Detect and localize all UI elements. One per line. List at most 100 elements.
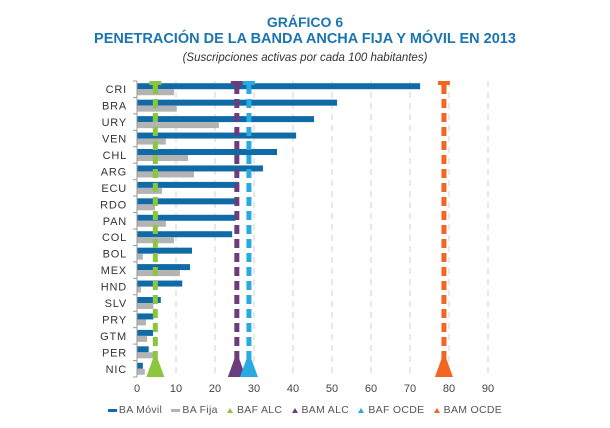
bar-ba-movil — [137, 231, 233, 238]
triangle-icon — [358, 407, 365, 413]
y-category-label: VEN — [102, 134, 127, 146]
legend-item-baf-ocde: BAF OCDE — [358, 404, 424, 416]
bar-ba-fija — [137, 368, 145, 375]
bar-ba-movil — [137, 198, 237, 205]
y-category-label: PRY — [102, 314, 127, 326]
y-category-label: ECU — [101, 183, 127, 195]
reference-triangle-marker — [146, 359, 165, 377]
x-axis-labels: 0 10 20 30 40 50 60 70 80 90 — [134, 383, 494, 395]
x-tick-label: 60 — [365, 383, 377, 395]
legend-item-ba-fija: BA Fija — [171, 404, 217, 416]
bar-ba-movil — [137, 83, 421, 90]
reference-cap-stem — [246, 81, 252, 90]
reference-line-baf-ocde — [239, 81, 258, 377]
legend-label: BAF OCDE — [368, 404, 425, 416]
bar-ba-movil — [137, 264, 191, 271]
x-tick-label: 10 — [170, 383, 182, 395]
legend-item-baf-alc: BAF ALC — [226, 404, 283, 416]
x-tick-label: 80 — [443, 383, 455, 395]
bars — [137, 83, 421, 375]
y-category-label: GTM — [100, 331, 127, 343]
y-category-label: RDO — [100, 199, 127, 211]
reference-cap-stem — [234, 81, 240, 90]
bar-ba-fija — [137, 138, 166, 145]
x-tick-label: 90 — [482, 383, 494, 395]
y-category-label: ARG — [101, 166, 127, 178]
bar-ba-fija — [137, 286, 141, 293]
legend-item-bam-ocde: BAM OCDE — [433, 404, 503, 416]
chart-note: (Suscripciones activas por cada 100 habi… — [182, 52, 428, 64]
bar-ba-fija — [137, 319, 146, 326]
bar-ba-movil — [137, 362, 143, 369]
x-tick-label: 30 — [248, 383, 260, 395]
x-tick-label: 70 — [404, 383, 416, 395]
bar-ba-fija — [137, 187, 162, 194]
y-axis-labels: CRI BRA URY VEN CHL ARG ECU RDO PAN COL BOL MEX HND S… — [100, 84, 127, 376]
reference-lines — [146, 81, 453, 377]
legend-label: BAM OCDE — [443, 404, 503, 416]
bar-ba-fija — [137, 303, 154, 309]
bar-ba-fija — [137, 352, 157, 359]
reference-triangle-marker — [239, 359, 258, 377]
bar-ba-movil — [137, 280, 183, 287]
legend-item-bam-alc: BAM ALC — [291, 404, 350, 416]
bar-ba-movil — [137, 247, 192, 254]
y-category-label: CHL — [103, 150, 127, 162]
triangle-icon — [291, 407, 298, 413]
x-tick-label: 40 — [287, 383, 299, 395]
x-tick-label: 0 — [134, 383, 140, 395]
bar-ba-movil — [137, 214, 236, 221]
y-category-label: CRI — [106, 84, 127, 96]
bar-ba-fija — [137, 171, 194, 178]
bar-ba-movil — [137, 165, 263, 172]
bar-ba-fija — [137, 220, 166, 227]
reference-line-bam-alc — [227, 81, 246, 377]
bar-ba-movil — [137, 329, 153, 336]
reference-cap-stem — [441, 81, 447, 90]
bar-ba-movil — [137, 313, 154, 320]
y-category-label: NIC — [106, 364, 127, 376]
reference-line-bam-ocde — [434, 81, 453, 377]
y-category-label: MEX — [101, 265, 127, 277]
y-category-label: PER — [102, 347, 127, 359]
legend-swatch — [171, 408, 181, 412]
legend: BA Móvil BA Fija BAF ALC BAM ALC BAF OCD… — [0, 404, 610, 416]
y-category-label: SLV — [105, 298, 127, 310]
triangle-icon — [433, 407, 440, 413]
bar-ba-movil — [137, 132, 297, 139]
axes — [133, 80, 138, 378]
bar-ba-fija — [137, 253, 143, 260]
y-category-label: BOL — [103, 249, 127, 261]
bar-ba-movil — [137, 181, 240, 188]
bar-ba-movil — [137, 116, 315, 123]
legend-item-ba-movil: BA Móvil — [107, 404, 163, 416]
legend-label: BAM ALC — [301, 404, 350, 416]
bar-ba-fija — [137, 155, 189, 161]
bar-ba-movil — [137, 297, 161, 303]
y-category-label: PAN — [103, 216, 127, 228]
triangle-icon — [226, 407, 233, 413]
y-category-label: URY — [102, 117, 127, 129]
bar-ba-fija — [137, 335, 148, 342]
bar-ba-movil — [137, 149, 278, 155]
legend-label: BA Fija — [182, 404, 218, 416]
bar-ba-fija — [137, 270, 180, 277]
gridlines — [175, 81, 489, 377]
legend-label: BA Móvil — [118, 404, 163, 416]
reference-cap-stem — [152, 81, 158, 90]
reference-triangle-marker — [434, 359, 453, 377]
bar-ba-fija — [137, 105, 177, 112]
reference-line-baf-alc — [146, 81, 165, 377]
chart-title: GRÁFICO 6 — [266, 14, 344, 30]
chart-subtitle: PENETRACIÓN DE LA BANDA ANCHA FIJA Y MÓV… — [94, 31, 516, 47]
legend-swatch — [107, 408, 117, 412]
bar-ba-fija — [137, 122, 219, 129]
x-tick-label: 20 — [209, 383, 221, 395]
legend-label: BAF ALC — [236, 404, 283, 416]
x-tick-label: 50 — [326, 383, 338, 395]
y-category-label: COL — [102, 232, 127, 244]
reference-triangle-marker — [227, 359, 246, 377]
bar-ba-fija — [137, 204, 155, 211]
y-category-label: HND — [101, 282, 127, 294]
